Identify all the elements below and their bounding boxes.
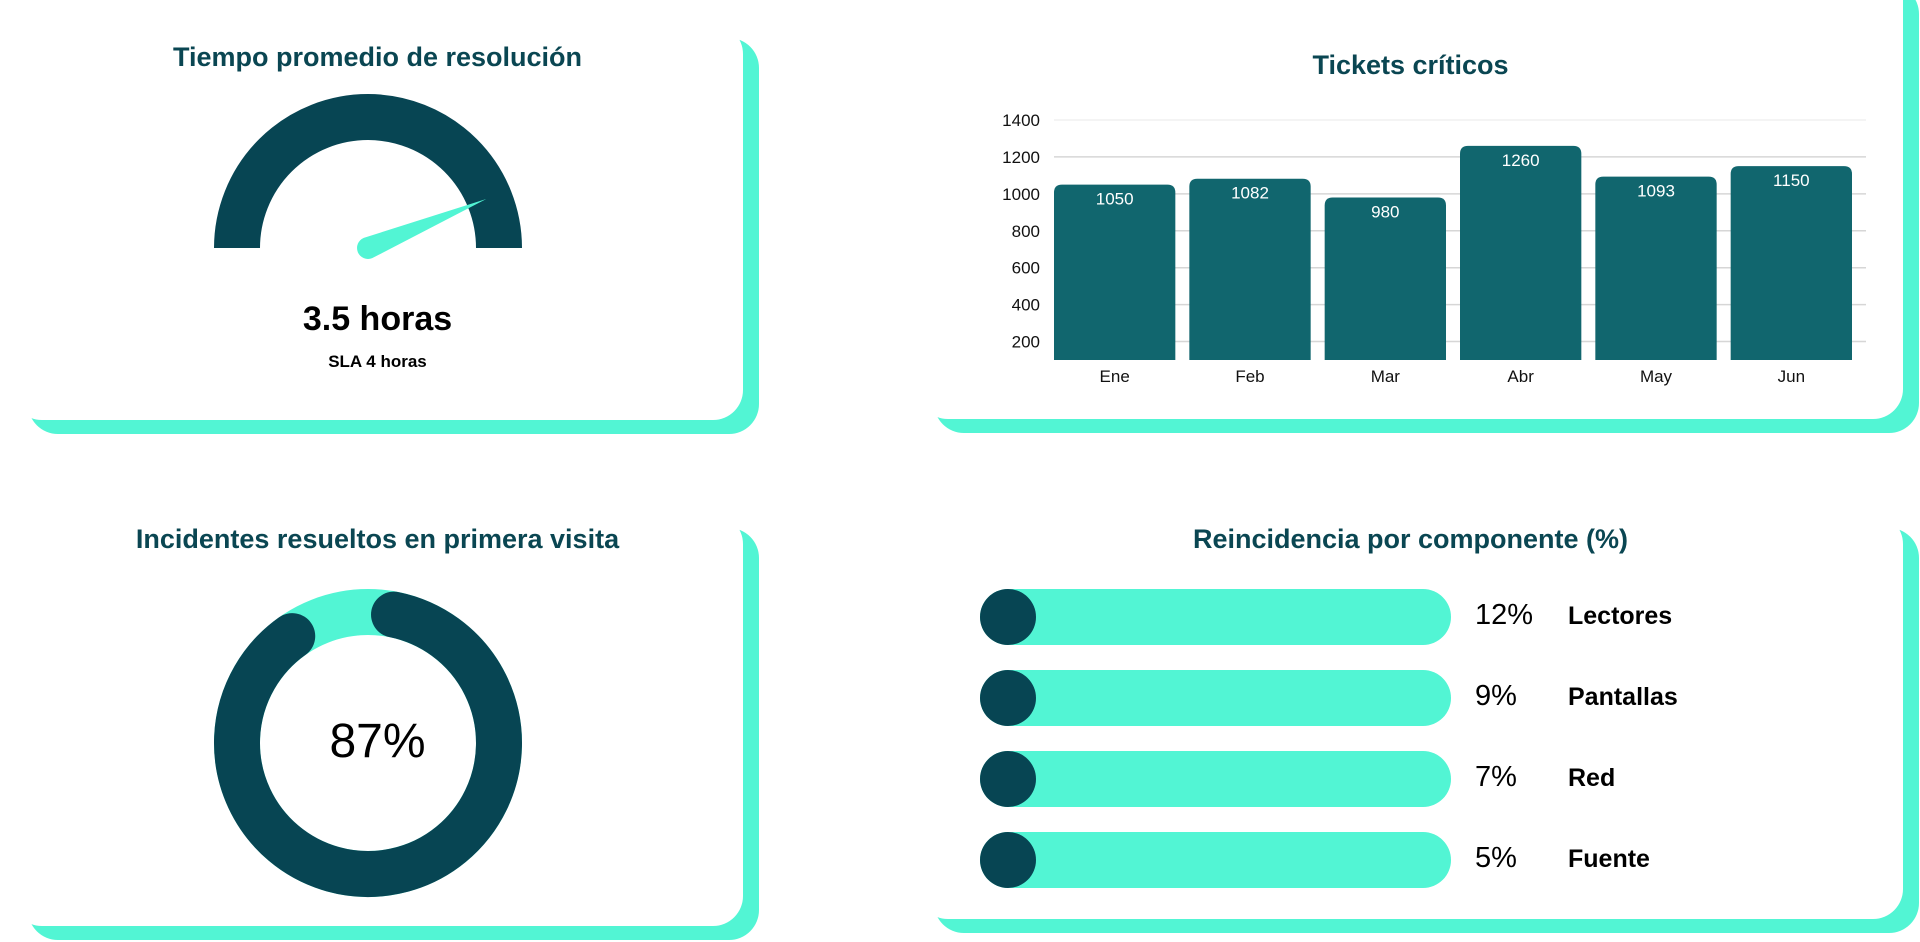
bar [1460, 145, 1582, 360]
component-label: Pantallas [1568, 683, 1678, 711]
donut-chart [214, 589, 522, 897]
gauge-value: 3.5 horas [302, 300, 453, 338]
component-percent: 5% [1475, 842, 1517, 874]
donut-value: 87% [329, 715, 426, 768]
bar-value-label: 1260 [1502, 151, 1540, 170]
component-bar [980, 832, 1451, 888]
component-percent: 9% [1475, 680, 1517, 712]
component-row: 9% Pantallas [980, 670, 1780, 726]
critical-tickets-card: Tickets críticos 200 400 600 800 1000 1200 140… [918, 0, 1903, 419]
y-tick-label: 1000 [1002, 185, 1040, 204]
recurrence-title: Reincidencia por componente (%) [1192, 524, 1629, 554]
bar [1189, 178, 1311, 360]
component-row: 5% Fuente [980, 832, 1780, 888]
x-tick-label: May [1640, 367, 1673, 386]
component-label: Red [1568, 764, 1616, 792]
y-tick-label: 600 [1012, 259, 1040, 278]
y-tick-label: 800 [1012, 222, 1040, 241]
bar [1595, 176, 1717, 360]
gauge-arc [214, 94, 522, 249]
resolution-time-card: Tiempo promedio de resolución 3.5 horas … [12, 24, 743, 420]
donut-progress-arc [214, 591, 522, 897]
component-dot [980, 751, 1036, 807]
bar-chart-title: Tickets críticos [1312, 50, 1509, 80]
component-bar [980, 589, 1451, 645]
y-tick-label: 200 [1012, 333, 1040, 352]
bar [1054, 184, 1176, 360]
bar-value-label: 1093 [1637, 182, 1675, 201]
gauge-sla: SLA 4 horas [328, 352, 427, 371]
component-label: Lectores [1568, 602, 1673, 630]
x-tick-label: Ene [1100, 367, 1130, 386]
component-bar [980, 751, 1451, 807]
x-tick-label: Jun [1778, 367, 1805, 386]
bar-value-label: 1050 [1096, 190, 1134, 209]
component-dot [980, 670, 1036, 726]
y-tick-label: 1400 [1002, 111, 1040, 130]
component-dot [980, 832, 1036, 888]
bar [1730, 166, 1852, 360]
bar-chart: 200 400 600 800 1000 1200 1400 1050 Ene 1082 Feb 98… [1002, 111, 1866, 386]
bar [1324, 197, 1446, 360]
component-bar [980, 670, 1451, 726]
bar-value-label: 1150 [1773, 171, 1810, 190]
x-tick-label: Mar [1371, 367, 1401, 386]
x-tick-label: Feb [1235, 367, 1264, 386]
donut-title: Incidentes resueltos en primera visita [135, 524, 620, 554]
recurrence-card: Reincidencia por componente (%) 12% Lect… [918, 514, 1903, 919]
component-row: 12% Lectores [980, 589, 1780, 645]
first-visit-card: Incidentes resueltos en primera visita 8… [12, 514, 743, 926]
gauge-chart [214, 94, 522, 259]
gauge-needle [357, 199, 487, 259]
bar-value-label: 1082 [1231, 184, 1269, 203]
component-row: 7% Red [980, 751, 1780, 807]
x-tick-label: Abr [1507, 367, 1534, 386]
y-tick-label: 1200 [1002, 148, 1040, 167]
y-tick-label: 400 [1012, 296, 1040, 315]
component-dot [980, 589, 1036, 645]
component-label: Fuente [1568, 845, 1650, 873]
gauge-title: Tiempo promedio de resolución [172, 42, 583, 72]
bar-value-label: 980 [1371, 203, 1399, 222]
component-percent: 7% [1475, 761, 1517, 793]
component-percent: 12% [1475, 599, 1534, 631]
